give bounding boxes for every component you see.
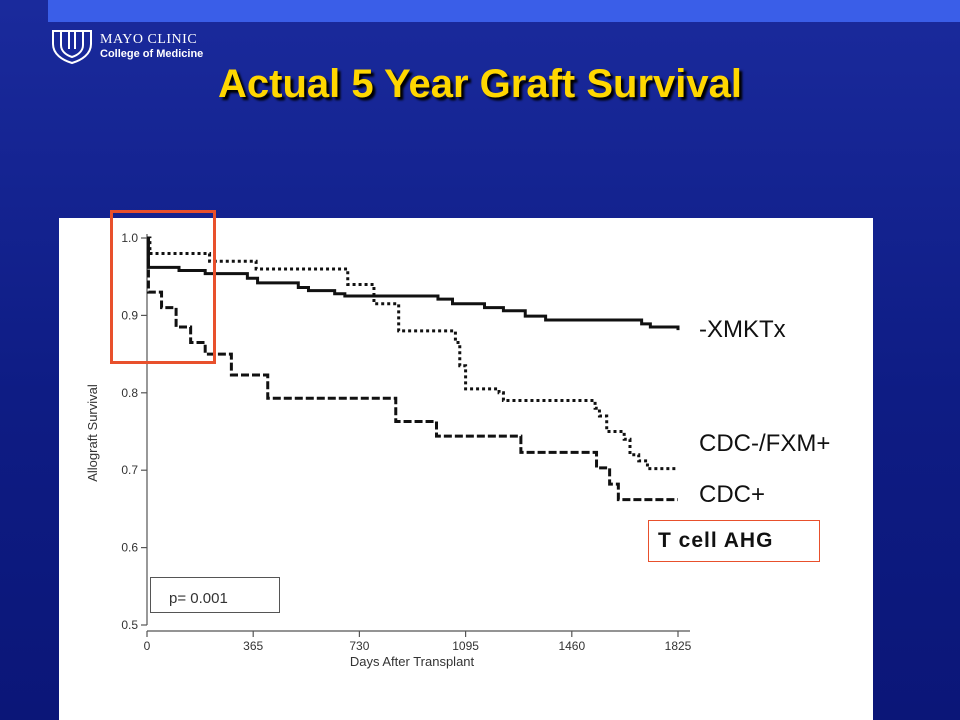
series-line-1 xyxy=(147,236,678,471)
series-label-cdc-neg-fxm-pos: CDC-/FXM+ xyxy=(699,430,831,457)
early-period-highlight-box xyxy=(110,210,216,364)
y-tick-label: 0.8 xyxy=(121,386,138,400)
mayo-clinic-logo: MAYO CLINIC College of Medicine xyxy=(50,28,203,64)
slide-title: Actual 5 Year Graft Survival xyxy=(218,62,742,106)
series-line-2 xyxy=(146,236,678,502)
top-accent-bar xyxy=(48,0,960,22)
t-cell-ahg-box: T cell AHG xyxy=(648,520,820,562)
x-tick-label: 1825 xyxy=(665,639,692,653)
y-tick-label: 0.7 xyxy=(121,463,138,477)
y-axis-label: Allograft Survival xyxy=(85,384,100,482)
y-tick-label: 0.6 xyxy=(121,541,138,555)
x-tick-label: 1460 xyxy=(558,639,585,653)
x-tick-label: 730 xyxy=(349,639,369,653)
x-axis-label: Days After Transplant xyxy=(350,654,475,669)
p-value-box: p= 0.001 xyxy=(150,577,280,613)
x-tick-label: 365 xyxy=(243,639,263,653)
y-tick-label: 1.0 xyxy=(121,231,138,245)
series-line-0 xyxy=(146,236,680,331)
series-label-xmktx: -XMKTx xyxy=(699,316,786,343)
p-value-text: p= 0.001 xyxy=(169,590,228,607)
y-tick-label: 0.5 xyxy=(121,618,138,632)
mayo-shield-icon xyxy=(52,30,92,64)
series-label-cdc-pos: CDC+ xyxy=(699,481,766,508)
x-tick-label: 0 xyxy=(144,639,151,653)
t-cell-ahg-label: T cell AHG xyxy=(658,529,774,552)
y-tick-label: 0.9 xyxy=(121,308,138,322)
logo-name: MAYO CLINIC xyxy=(100,31,198,47)
logo-subtitle: College of Medicine xyxy=(100,47,204,60)
x-tick-label: 1095 xyxy=(452,639,479,653)
